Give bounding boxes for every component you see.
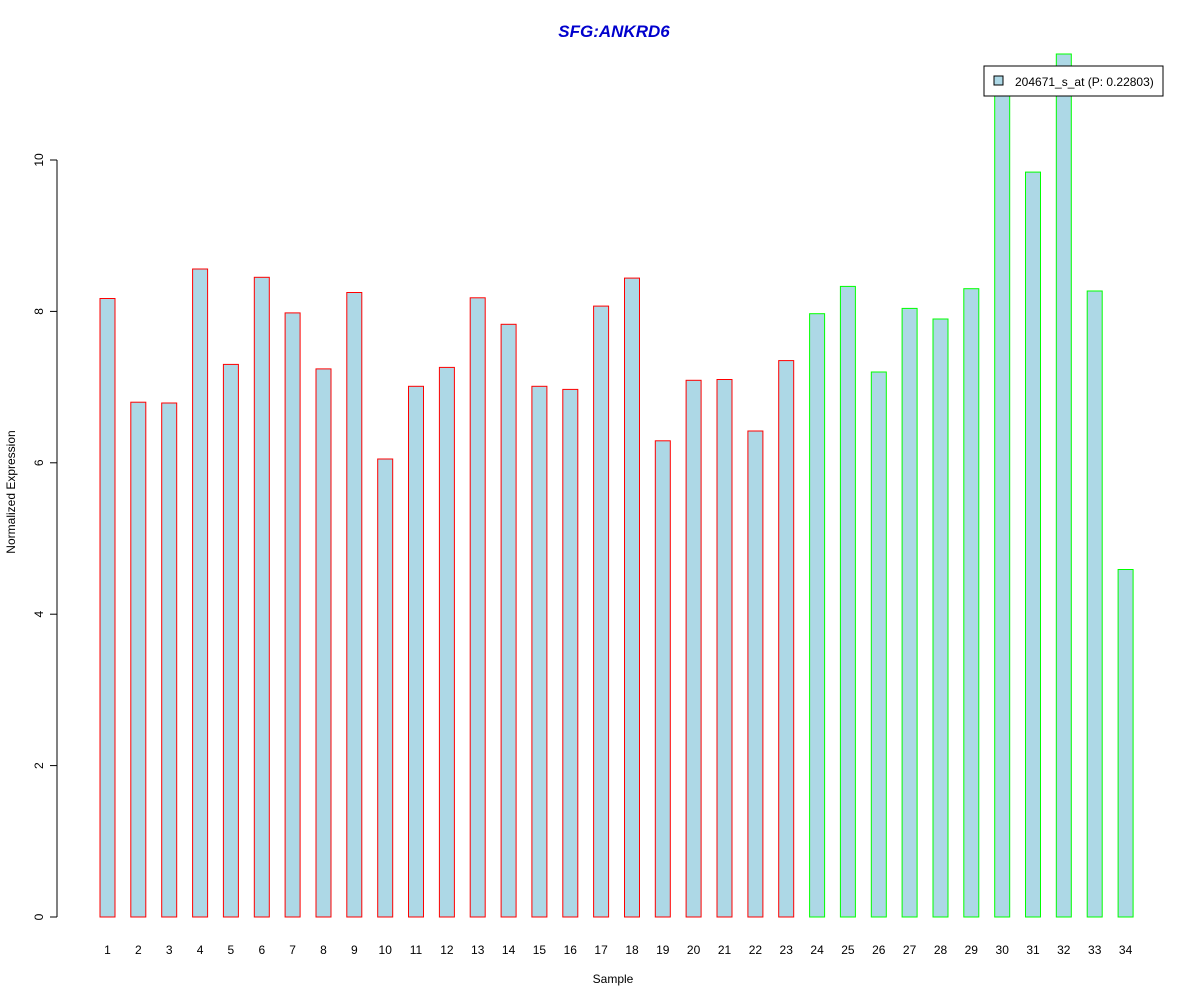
bar-sample-13	[469, 297, 486, 918]
legend-box	[983, 65, 1164, 97]
bar-sample-20	[685, 379, 702, 918]
x-tick-label: 10	[379, 943, 393, 957]
bar-sample-33	[1086, 290, 1103, 918]
bars	[99, 53, 1134, 918]
x-tick-label: 2	[135, 943, 142, 957]
x-tick-label: 12	[440, 943, 454, 957]
x-tick-label: 31	[1026, 943, 1040, 957]
y-tick-label: 10	[32, 153, 46, 167]
x-tick-label: 30	[996, 943, 1010, 957]
x-tick-label: 29	[965, 943, 979, 957]
chart-title: SFG:ANKRD6	[558, 22, 670, 41]
bar-sample-15	[531, 385, 548, 918]
x-tick-label: 7	[289, 943, 296, 957]
x-tick-label: 19	[656, 943, 670, 957]
x-tick-label: 13	[471, 943, 485, 957]
y-tick-label: 4	[32, 611, 46, 618]
x-tick-label: 8	[320, 943, 327, 957]
bar-sample-2	[130, 401, 147, 918]
legend-label: 204671_s_at (P: 0.22803)	[1015, 75, 1154, 89]
x-tick-label: 18	[625, 943, 639, 957]
bar-sample-1	[99, 298, 116, 918]
x-tick-label: 22	[749, 943, 763, 957]
bar-sample-11	[408, 385, 424, 918]
x-tick-label: 33	[1088, 943, 1102, 957]
legend: 204671_s_at (P: 0.22803)	[983, 65, 1164, 97]
x-tick-label: 1	[104, 943, 111, 957]
bar-sample-30	[994, 83, 1011, 918]
bar-sample-25	[839, 285, 856, 918]
bar-sample-10	[377, 458, 394, 918]
x-tick-label: 20	[687, 943, 701, 957]
x-tick-label: 11	[410, 943, 423, 957]
bar-sample-6	[253, 276, 270, 918]
bar-sample-16	[562, 388, 579, 918]
bar-sample-19	[654, 440, 671, 918]
x-tick-label: 14	[502, 943, 516, 957]
x-tick-label: 34	[1119, 943, 1133, 957]
bar-sample-28	[932, 318, 949, 918]
bar-sample-27	[901, 307, 918, 918]
y-tick-label: 6	[32, 459, 46, 466]
x-tick-label: 23	[780, 943, 794, 957]
bar-sample-12	[438, 366, 455, 918]
x-tick-label: 3	[166, 943, 173, 957]
bar-sample-32	[1055, 53, 1072, 918]
y-axis: 0 2 4 6 8 10	[32, 153, 58, 920]
x-axis-title: Sample	[593, 972, 634, 986]
y-axis-title: Normalized Expression	[4, 430, 18, 553]
x-tick-label: 26	[872, 943, 886, 957]
bar-sample-23	[778, 360, 795, 918]
x-tick-label: 9	[351, 943, 358, 957]
bar-sample-5	[222, 363, 239, 918]
x-tick-label: 15	[533, 943, 547, 957]
bar-sample-26	[870, 371, 887, 918]
x-axis-tick-labels: 1 2 3 4 5 6 7 8 9 10 11 12 13 14 15 16 17 18 19 20 21 22 23 24 2…	[104, 943, 1132, 957]
bar-sample-24	[809, 313, 826, 918]
x-tick-label: 5	[228, 943, 235, 957]
bar-sample-4	[192, 268, 209, 918]
x-tick-label: 21	[718, 943, 732, 957]
bar-sample-7	[284, 312, 301, 918]
x-tick-label: 28	[934, 943, 948, 957]
y-tick-label: 8	[32, 308, 46, 315]
x-tick-label: 17	[594, 943, 608, 957]
legend-swatch	[993, 75, 1004, 86]
y-tick-label: 2	[32, 762, 46, 769]
bar-sample-21	[716, 379, 733, 918]
bar-sample-3	[161, 402, 178, 918]
bar-sample-9	[346, 292, 363, 918]
bar-sample-8	[315, 368, 332, 918]
bar-sample-31	[1025, 171, 1041, 918]
x-tick-label: 24	[810, 943, 824, 957]
x-tick-label: 4	[197, 943, 204, 957]
bar-sample-34	[1117, 569, 1134, 918]
x-tick-label: 27	[903, 943, 917, 957]
bar-sample-14	[500, 323, 517, 918]
x-tick-label: 32	[1057, 943, 1071, 957]
x-tick-label: 25	[841, 943, 855, 957]
bar-sample-22	[747, 430, 764, 918]
y-tick-label: 0	[32, 913, 46, 920]
bar-sample-18	[624, 277, 640, 918]
bar-sample-17	[593, 305, 610, 918]
x-tick-label: 6	[258, 943, 265, 957]
x-tick-label: 16	[564, 943, 578, 957]
bar-sample-29	[963, 288, 980, 918]
